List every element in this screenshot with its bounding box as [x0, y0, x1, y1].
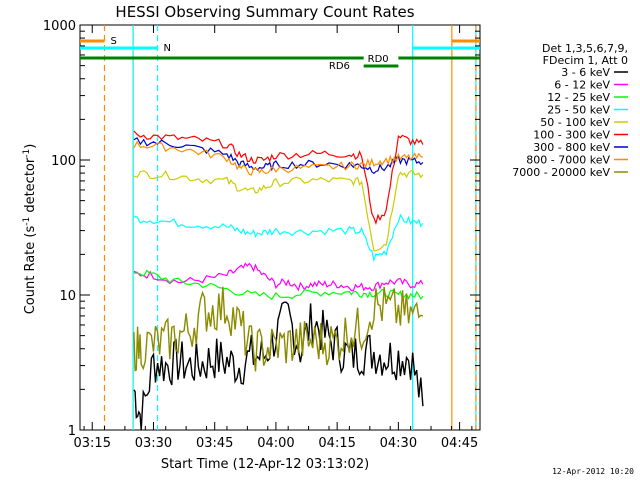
chart-title: HESSI Observing Summary Count Rates [115, 3, 414, 21]
legend-entry: 25 - 50 keV [547, 104, 610, 117]
legend-entry: 300 - 800 keV [533, 141, 610, 154]
y-axis-label-mid: detector [23, 157, 38, 217]
legend-entry: 100 - 300 keV [533, 129, 610, 142]
saa-label: S [110, 36, 116, 47]
legend-header: Det 1,3,5,6,7,9, [542, 42, 628, 55]
legend-entry: 3 - 6 keV [561, 66, 610, 79]
x-tick-label: 04:00 [257, 436, 294, 451]
y-tick-label: 1000 [43, 19, 76, 34]
legend-header: FDecim 1, Att 0 [543, 54, 628, 67]
x-tick-label: 03:45 [196, 436, 233, 451]
legend: Det 1,3,5,6,7,9,FDecim 1, Att 03 - 6 keV… [512, 42, 628, 179]
y-tick-label: 100 [51, 154, 76, 169]
series-line [133, 262, 424, 292]
x-tick-label: 04:15 [318, 436, 355, 451]
legend-entry: 6 - 12 keV [554, 79, 610, 92]
y-axis: 1 10 100 1000 [43, 19, 480, 439]
series-line [133, 301, 424, 431]
x-axis-label: Start Time (12-Apr-12 03:13:02) [161, 457, 369, 472]
series-line [133, 140, 424, 176]
x-tick-label: 04:30 [380, 436, 417, 451]
night-label: N [164, 43, 171, 54]
y-tick-label: 1 [68, 424, 76, 439]
y-tick-label: 10 [59, 289, 76, 304]
y-axis-label-sup1: -1 [22, 217, 32, 226]
series-line [133, 269, 424, 301]
rd0-label: RD0 [368, 54, 389, 65]
series-line [133, 169, 424, 252]
series-layer [133, 130, 424, 431]
rd6-label: RD6 [329, 61, 350, 72]
x-tick-label: 04:45 [441, 436, 478, 451]
plot-area [79, 24, 481, 431]
legend-entry: 12 - 25 keV [547, 91, 610, 104]
x-tick-label: 03:30 [135, 436, 172, 451]
series-line [133, 286, 424, 372]
y-axis-label-main: Count Rate (s [23, 226, 38, 315]
instrument-flags: S N RD6 RD0 [80, 36, 480, 72]
series-line [133, 130, 424, 226]
x-axis: 03:15 03:30 03:45 04:00 04:15 04:30 04:45 [74, 25, 478, 451]
y-axis-label-end: ) [23, 144, 38, 149]
y-axis-label: Count Rate (s-1 detector-1) [22, 144, 38, 315]
legend-entry: 7000 - 20000 keV [512, 166, 610, 179]
x-tick-label: 03:15 [74, 436, 111, 451]
plot-frame [79, 24, 481, 431]
legend-entry: 800 - 7000 keV [526, 154, 610, 167]
footer-timestamp: 12-Apr-2012 10:20 [552, 467, 634, 476]
y-axis-label-sup2: -1 [22, 149, 32, 158]
legend-entry: 50 - 100 keV [540, 116, 610, 129]
series-line [133, 213, 424, 263]
